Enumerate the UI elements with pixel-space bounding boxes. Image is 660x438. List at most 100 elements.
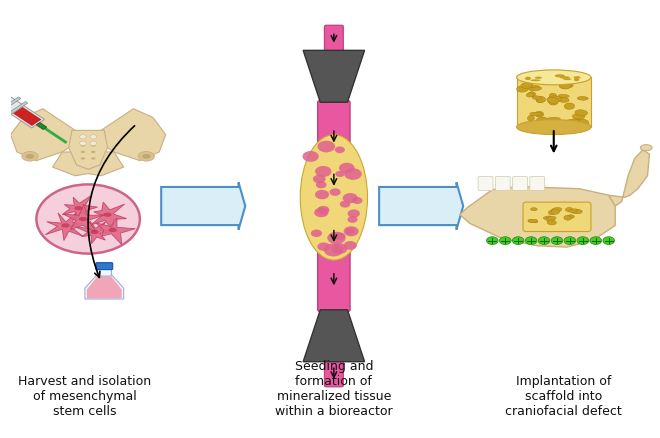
Circle shape (344, 241, 357, 250)
Polygon shape (87, 276, 121, 298)
Polygon shape (161, 182, 246, 230)
Ellipse shape (560, 76, 570, 79)
Ellipse shape (572, 113, 585, 119)
Ellipse shape (91, 145, 96, 147)
Ellipse shape (574, 76, 581, 79)
Ellipse shape (517, 70, 591, 85)
Circle shape (345, 168, 362, 180)
Circle shape (486, 237, 498, 244)
Polygon shape (0, 97, 21, 112)
Ellipse shape (535, 77, 542, 79)
Circle shape (344, 226, 358, 237)
Circle shape (335, 146, 345, 153)
Circle shape (603, 237, 614, 244)
Circle shape (327, 232, 346, 244)
Polygon shape (5, 102, 28, 117)
Ellipse shape (535, 111, 544, 117)
Circle shape (352, 197, 362, 204)
Ellipse shape (571, 209, 582, 214)
Ellipse shape (547, 220, 556, 225)
FancyBboxPatch shape (496, 177, 510, 191)
Ellipse shape (537, 99, 544, 102)
Polygon shape (96, 218, 135, 244)
Ellipse shape (142, 154, 150, 159)
Ellipse shape (569, 209, 578, 212)
Polygon shape (609, 150, 649, 206)
FancyBboxPatch shape (523, 202, 591, 232)
Ellipse shape (138, 152, 154, 161)
Ellipse shape (563, 78, 572, 80)
Ellipse shape (530, 112, 542, 116)
FancyBboxPatch shape (478, 177, 493, 191)
Circle shape (500, 237, 511, 244)
Ellipse shape (566, 119, 579, 125)
Ellipse shape (517, 85, 529, 92)
Ellipse shape (548, 96, 562, 102)
Ellipse shape (527, 115, 535, 121)
Ellipse shape (564, 103, 575, 110)
FancyBboxPatch shape (96, 263, 113, 270)
Ellipse shape (528, 92, 536, 97)
Text: Implantation of
scaffold into
craniofacial defect: Implantation of scaffold into craniofaci… (505, 375, 622, 418)
Ellipse shape (546, 117, 560, 121)
Circle shape (335, 171, 345, 177)
Ellipse shape (548, 99, 558, 105)
Ellipse shape (566, 81, 573, 88)
Circle shape (347, 216, 358, 223)
Polygon shape (303, 50, 364, 102)
Ellipse shape (558, 94, 569, 98)
Polygon shape (46, 212, 83, 240)
Polygon shape (11, 109, 75, 161)
Ellipse shape (531, 79, 541, 81)
Polygon shape (0, 96, 44, 128)
Ellipse shape (551, 209, 560, 214)
Ellipse shape (528, 219, 538, 223)
Circle shape (343, 193, 358, 203)
Polygon shape (91, 202, 127, 230)
Circle shape (90, 134, 96, 139)
Ellipse shape (526, 93, 534, 97)
Ellipse shape (81, 151, 85, 153)
Circle shape (90, 141, 96, 145)
Ellipse shape (529, 85, 540, 89)
Ellipse shape (549, 93, 556, 99)
Circle shape (80, 141, 86, 145)
Ellipse shape (578, 96, 588, 100)
Ellipse shape (81, 157, 85, 159)
Polygon shape (379, 182, 463, 230)
Polygon shape (63, 204, 105, 232)
Circle shape (313, 175, 325, 183)
Ellipse shape (546, 216, 556, 221)
Text: Seeding and
formation of
mineralized tissue
within a bioreactor: Seeding and formation of mineralized tis… (275, 360, 393, 418)
FancyBboxPatch shape (530, 177, 544, 191)
Circle shape (590, 237, 602, 244)
Circle shape (525, 237, 537, 244)
Circle shape (538, 237, 550, 244)
Polygon shape (101, 109, 166, 161)
Ellipse shape (531, 208, 537, 211)
Ellipse shape (91, 151, 96, 153)
Ellipse shape (555, 74, 565, 78)
Ellipse shape (74, 206, 82, 210)
Ellipse shape (546, 97, 558, 103)
FancyBboxPatch shape (325, 25, 343, 52)
Circle shape (564, 237, 576, 244)
FancyBboxPatch shape (97, 267, 112, 276)
Polygon shape (460, 187, 615, 247)
Circle shape (317, 141, 335, 152)
Circle shape (335, 233, 345, 240)
Circle shape (577, 237, 589, 244)
Ellipse shape (575, 110, 587, 116)
Circle shape (324, 244, 343, 257)
Ellipse shape (566, 208, 573, 212)
Circle shape (315, 166, 331, 177)
Circle shape (315, 190, 329, 199)
Ellipse shape (551, 208, 562, 212)
FancyBboxPatch shape (325, 360, 343, 387)
Circle shape (302, 151, 319, 162)
Polygon shape (303, 310, 364, 362)
Circle shape (346, 228, 355, 234)
Polygon shape (53, 152, 123, 176)
Ellipse shape (26, 154, 34, 159)
Ellipse shape (536, 96, 546, 102)
